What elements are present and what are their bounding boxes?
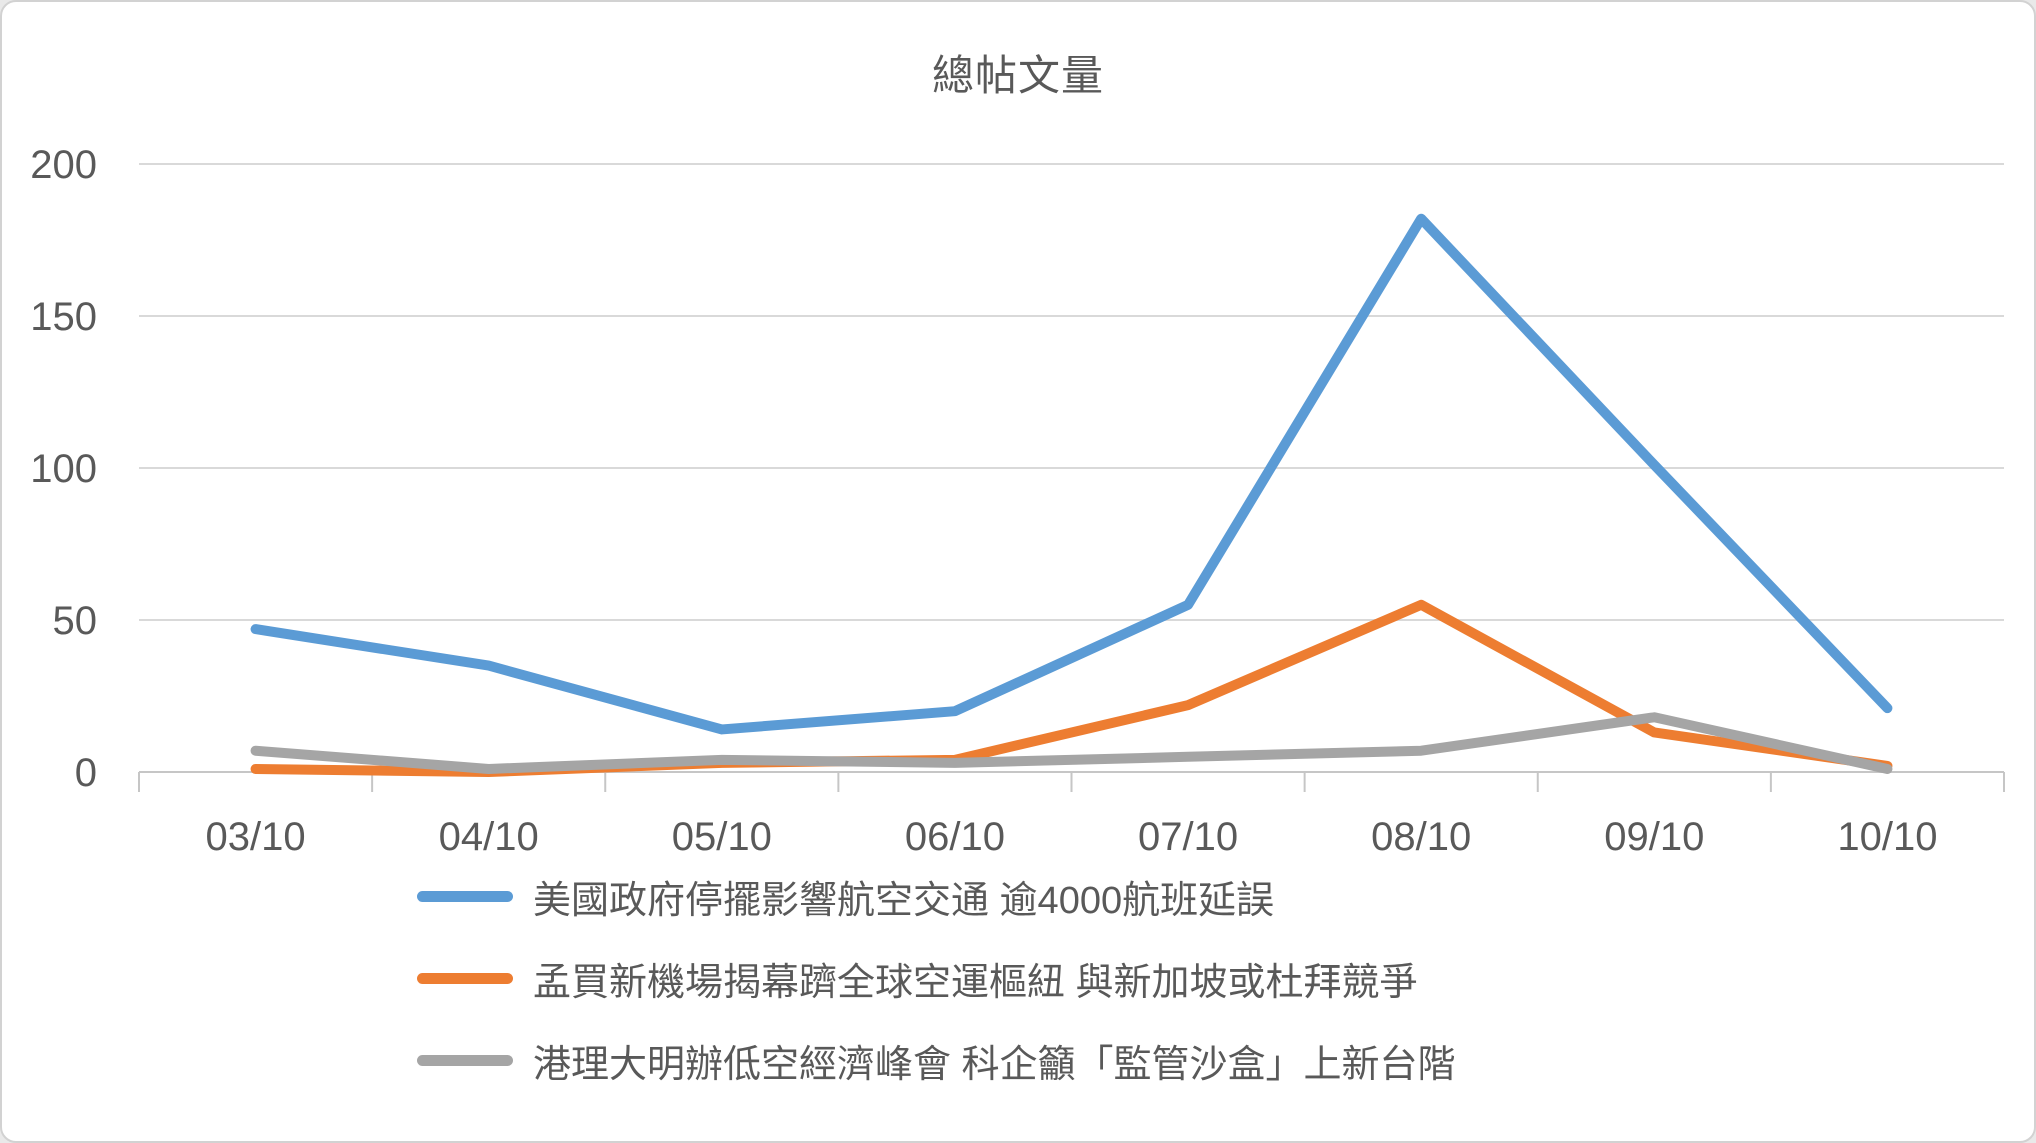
legend-label: 孟買新機場揭幕躋全球空運樞紐 與新加坡或杜拜競爭 — [533, 961, 1418, 1004]
x-axis-tick-label: 06/10 — [905, 815, 1005, 859]
y-axis-tick-label: 200 — [30, 143, 97, 187]
chart-title: 總帖文量 — [931, 52, 1104, 99]
legend-item: 孟買新機場揭幕躋全球空運樞紐 與新加坡或杜拜競爭 — [417, 952, 1456, 1004]
legend-label: 港理大明辦低空經濟峰會 科企籲「監管沙盒」上新台階 — [533, 1043, 1456, 1086]
x-axis-tick-label: 10/10 — [1837, 815, 1937, 859]
x-axis-tick-label: 03/10 — [206, 815, 306, 859]
series-line — [250, 213, 1893, 735]
x-axis-tick-label: 08/10 — [1371, 815, 1471, 859]
legend-swatch — [417, 1054, 513, 1066]
y-axis-tick-label: 0 — [75, 751, 97, 795]
chart-legend: 美國政府停擺影響航空交通 逾4000航班延誤孟買新機場揭幕躋全球空運樞紐 與新加… — [417, 870, 1456, 1086]
x-axis-tick-label: 04/10 — [439, 815, 539, 859]
series-line — [250, 599, 1893, 777]
y-axis-tick-label: 50 — [53, 599, 98, 643]
legend-item: 美國政府停擺影響航空交通 逾4000航班延誤 — [417, 870, 1456, 922]
legend-label: 美國政府停擺影響航空交通 逾4000航班延誤 — [533, 879, 1275, 922]
legend-swatch — [417, 972, 513, 984]
x-axis-tick-label: 05/10 — [672, 815, 772, 859]
series-line — [250, 712, 1893, 774]
y-axis-tick-label: 100 — [30, 447, 97, 491]
legend-item: 港理大明辦低空經濟峰會 科企籲「監管沙盒」上新台階 — [417, 1034, 1456, 1086]
legend-swatch — [417, 890, 513, 902]
x-axis-tick-label: 09/10 — [1604, 815, 1704, 859]
y-axis-tick-label: 150 — [30, 295, 97, 339]
x-axis-tick-label: 07/10 — [1138, 815, 1238, 859]
